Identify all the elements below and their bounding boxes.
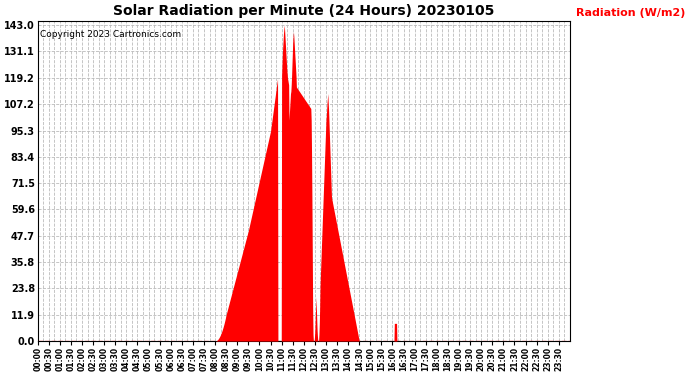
Text: Radiation (W/m2): Radiation (W/m2)	[576, 8, 686, 18]
Title: Solar Radiation per Minute (24 Hours) 20230105: Solar Radiation per Minute (24 Hours) 20…	[113, 4, 494, 18]
Text: Copyright 2023 Cartronics.com: Copyright 2023 Cartronics.com	[40, 30, 181, 39]
